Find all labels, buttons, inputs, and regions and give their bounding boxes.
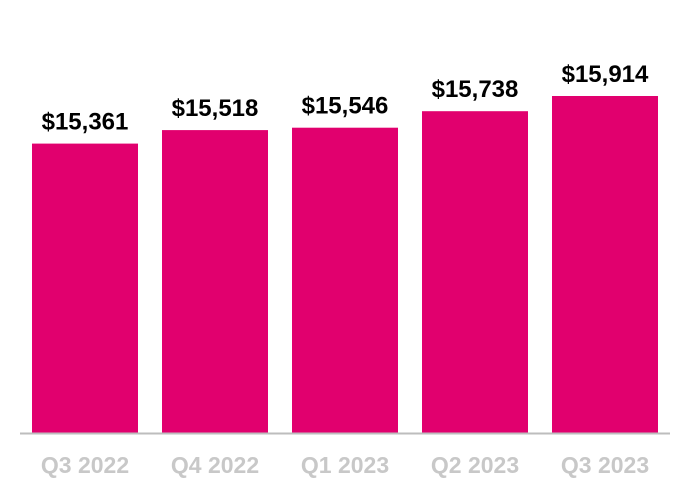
- x-tick-label: Q3 2023: [561, 452, 649, 478]
- x-tick-label: Q2 2023: [431, 452, 519, 478]
- bars-group: [32, 96, 658, 433]
- bar-q1-2023: [292, 127, 398, 433]
- value-label: $15,738: [432, 76, 519, 103]
- x-tick-labels-group: Q3 2022 Q4 2022 Q1 2023 Q2 2023 Q3 2023: [41, 452, 649, 478]
- x-tick-label: Q1 2023: [301, 452, 389, 478]
- value-label: $15,518: [172, 95, 259, 122]
- bar-q3-2022: [32, 143, 138, 433]
- value-label: $15,914: [562, 61, 649, 88]
- bar-q4-2022: [162, 130, 268, 433]
- value-label: $15,361: [42, 109, 129, 136]
- bar-q3-2023: [552, 96, 658, 433]
- bar-q2-2023: [422, 111, 528, 433]
- value-label: $15,546: [302, 93, 389, 120]
- x-tick-label: Q4 2022: [171, 452, 259, 478]
- value-labels-group: $15,361 $15,518 $15,546 $15,738 $15,914: [42, 61, 649, 136]
- x-tick-label: Q3 2022: [41, 452, 129, 478]
